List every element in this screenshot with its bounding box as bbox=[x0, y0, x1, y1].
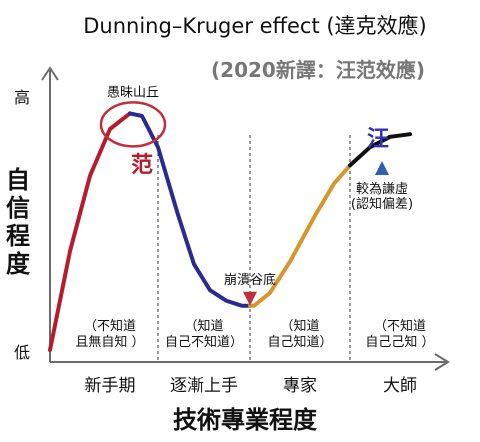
series-label-wang: 汪 bbox=[367, 127, 389, 152]
x-tick-label: 逐漸上手 bbox=[170, 376, 238, 396]
y-axis-label-char: 程 bbox=[6, 222, 30, 250]
x-tick-label: 專家 bbox=[283, 376, 317, 396]
stage-note-line: （知道 bbox=[280, 318, 319, 334]
y-axis-label-char: 自 bbox=[6, 166, 30, 194]
stage-note-line: 且無自知 ） bbox=[75, 334, 144, 350]
chart-subtitle: (2020新譯：汪范效應) bbox=[211, 58, 425, 82]
chart-title: Dunning–Kruger effect (達克效應) bbox=[83, 14, 427, 38]
plateau-label-line: (認知偏差) bbox=[351, 196, 413, 212]
stage-note-line: （不知道 bbox=[84, 318, 136, 334]
x-axis-arrow bbox=[434, 353, 450, 371]
plateau-label-line: 較為謙虛 bbox=[356, 181, 408, 197]
plateau-marker-icon bbox=[375, 161, 389, 175]
valley-marker-icon bbox=[243, 291, 257, 306]
curve-segment bbox=[128, 111, 252, 308]
curve-segment bbox=[248, 163, 352, 308]
curve-group: 范汪 bbox=[48, 111, 412, 352]
x-axis-label: 技術專業程度 bbox=[173, 406, 318, 434]
curve-segment bbox=[348, 132, 412, 168]
peak-highlight-ellipse bbox=[99, 101, 167, 148]
curve-segment bbox=[48, 111, 132, 352]
valley-label: 崩潰谷底 bbox=[224, 272, 276, 288]
y-tick-low: 低 bbox=[14, 343, 30, 362]
stage-note-line: （不知道 bbox=[374, 318, 426, 334]
stage-note-line: 自己不知道） bbox=[165, 334, 243, 350]
x-tick-label: 大師 bbox=[383, 376, 417, 396]
peak-label: 愚昧山丘 bbox=[107, 85, 159, 100]
stage-note-line: （知道 bbox=[184, 318, 223, 334]
y-axis-label-char: 度 bbox=[6, 250, 31, 278]
stage-note-line: 自己知道） bbox=[267, 334, 332, 350]
stage-note-line: 自己己知 ） bbox=[365, 334, 434, 350]
y-axis-label-char: 信 bbox=[6, 194, 30, 222]
series-label-fan: 范 bbox=[131, 153, 153, 178]
y-tick-high: 高 bbox=[14, 88, 30, 107]
y-axis-arrow bbox=[41, 66, 59, 81]
stage-boundaries bbox=[157, 135, 351, 360]
x-tick-label: 新手期 bbox=[85, 376, 136, 396]
x-tick-labels: 新手期 逐漸上手 專家 大師 bbox=[85, 376, 418, 396]
